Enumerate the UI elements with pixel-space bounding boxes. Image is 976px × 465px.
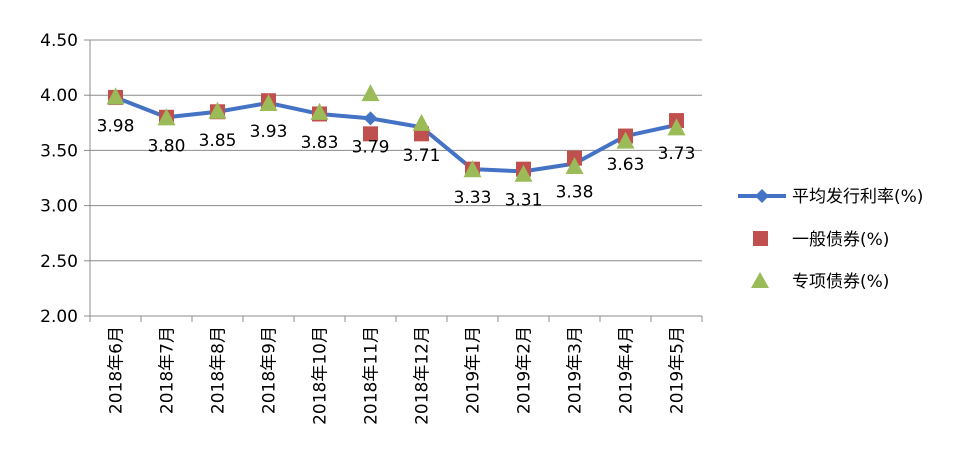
- x-tick-label: 2018年7月: [158, 326, 178, 414]
- triangle-point: [361, 84, 380, 102]
- triangle-point: [514, 164, 533, 182]
- y-tick-label: 3.00: [40, 197, 78, 217]
- series-line: [114, 95, 677, 174]
- data-label: 3.83: [301, 133, 339, 153]
- x-tick-label: 2019年5月: [668, 326, 688, 414]
- legend-label: 一般债券(%): [792, 230, 889, 250]
- legend: 平均发行利率(%) 一般债券(%) 专项债券(%): [738, 187, 923, 292]
- x-tick-label: 2018年10月: [311, 326, 331, 425]
- data-label: 3.93: [250, 122, 288, 142]
- triangle-point: [310, 102, 329, 120]
- y-tick-label: 2.00: [40, 307, 78, 327]
- x-tick-label: 2018年11月: [362, 326, 382, 425]
- y-tick-label: 3.50: [40, 141, 78, 161]
- data-labels: 3.98 3.80 3.85 3.93 3.83 3.79 3.71 3.33 3.31 3.38…: [97, 116, 696, 210]
- triangle-point: [157, 108, 176, 126]
- diamond-point: [363, 111, 378, 126]
- data-label: 3.71: [403, 146, 441, 166]
- square-point: [363, 126, 378, 142]
- y-tick-label: 4.50: [40, 31, 78, 51]
- data-label: 3.80: [148, 136, 186, 156]
- x-tick-label: 2019年4月: [617, 326, 637, 414]
- diamond-marker-icon: [755, 189, 769, 203]
- triangle-point: [616, 131, 635, 149]
- data-label: 3.98: [97, 116, 135, 136]
- y-tick-label: 4.00: [40, 86, 78, 106]
- data-label: 3.33: [454, 188, 492, 208]
- square-marker-icon: [753, 231, 768, 246]
- x-tick-label: 2018年9月: [260, 326, 280, 414]
- x-tick-label: 2018年8月: [209, 326, 229, 414]
- y-tick-label: 2.50: [40, 252, 78, 272]
- legend-item-special-bonds: 专项债券(%): [751, 272, 889, 292]
- triangle-point: [667, 118, 686, 136]
- x-axis-ticks: 2018年6月 2018年7月 2018年8月 2018年9月 2018年10月 2018…: [107, 326, 688, 425]
- series-layer: [106, 84, 686, 182]
- data-label: 3.63: [607, 155, 645, 175]
- triangle-point: [259, 94, 278, 112]
- x-tick-label: 2018年12月: [413, 326, 433, 425]
- data-label: 3.73: [658, 144, 696, 164]
- x-tick-label: 2019年2月: [515, 326, 535, 414]
- gridlines: [90, 39, 702, 262]
- data-label: 3.38: [556, 183, 594, 203]
- series-1: [108, 89, 684, 177]
- legend-item-general-bonds: 一般债券(%): [753, 230, 889, 250]
- data-label: 3.31: [505, 190, 543, 210]
- x-tick-label: 2019年1月: [464, 326, 484, 414]
- triangle-point: [106, 87, 125, 105]
- triangle-point: [208, 101, 227, 119]
- legend-item-average-rate: 平均发行利率(%): [738, 187, 923, 207]
- x-tick-label: 2019年3月: [566, 326, 586, 414]
- data-label: 3.79: [352, 137, 390, 157]
- legend-label: 平均发行利率(%): [792, 187, 923, 207]
- triangle-marker-icon: [751, 272, 769, 288]
- series-0: [108, 90, 684, 179]
- y-axis-ticks: 2.00 2.50 3.00 3.50 4.00 4.50: [40, 31, 78, 327]
- legend-label: 专项债券(%): [792, 272, 889, 292]
- triangle-point: [463, 160, 482, 178]
- data-label: 3.85: [199, 131, 237, 151]
- axes: [84, 39, 703, 322]
- series-2: [106, 84, 686, 182]
- x-tick-label: 2018年6月: [107, 326, 127, 414]
- triangle-point: [412, 113, 431, 131]
- triangle-point: [565, 156, 584, 174]
